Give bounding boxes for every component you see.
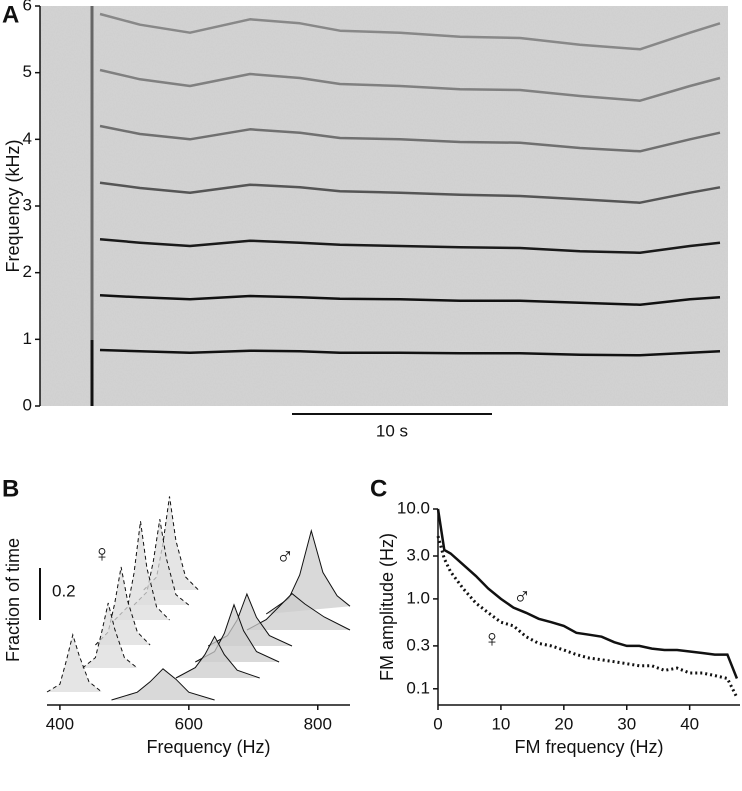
y-tick-label: 3.0 (406, 545, 430, 564)
annotation: ♂ (276, 543, 294, 570)
distribution (46, 632, 103, 693)
harmonic-line (99, 124, 721, 153)
x-tick-label: 30 (617, 714, 636, 733)
distribution (111, 668, 215, 701)
annotation: ♀ (93, 540, 111, 567)
y-axis-label: Fraction of time (3, 538, 23, 662)
harmonic-line (99, 68, 721, 102)
panel-letter: B (2, 475, 19, 502)
harmonic-line (99, 181, 721, 204)
y-tick-label: 0.3 (406, 635, 430, 654)
y-axis-label: Frequency (kHz) (3, 139, 23, 272)
x-tick-label: 400 (46, 714, 74, 733)
distribution (82, 602, 138, 669)
spectrum-line (436, 535, 739, 699)
y-tick-label: 1.0 (406, 588, 430, 607)
x-tick-label: 40 (680, 714, 699, 733)
annotation: ♀ (483, 625, 501, 652)
distribution (95, 566, 151, 646)
harmonic-line (99, 238, 721, 254)
scale-bar-label: 10 s (376, 421, 408, 440)
y-tick-label: 2 (23, 262, 32, 281)
scale-bar-label: 0.2 (52, 581, 76, 600)
x-tick-label: 600 (175, 714, 203, 733)
y-tick-label: 4 (23, 129, 32, 148)
distribution (143, 496, 199, 591)
distribution (175, 635, 260, 679)
panel-letter: C (370, 475, 387, 502)
distribution (133, 519, 190, 606)
y-tick-label: 0 (23, 395, 32, 414)
y-tick-label: 5 (23, 62, 32, 81)
spectrum-line (436, 508, 739, 679)
y-axis-label: FM amplitude (Hz) (377, 533, 397, 681)
y-tick-label: 6 (23, 0, 32, 14)
harmonic-line (99, 348, 721, 357)
y-tick-label: 3 (23, 195, 32, 214)
harmonic-line (99, 12, 721, 51)
x-tick-label: 20 (554, 714, 573, 733)
y-tick-label: 0.1 (406, 678, 430, 697)
x-tick-label: 0 (433, 714, 442, 733)
x-axis-label: FM frequency (Hz) (514, 737, 663, 757)
x-tick-label: 10 (491, 714, 510, 733)
x-tick-label: 800 (304, 714, 332, 733)
distribution (114, 521, 170, 621)
x-axis-label: Frequency (Hz) (146, 737, 270, 757)
distribution (246, 592, 351, 631)
harmonic-line (99, 294, 721, 306)
spectrogram-noise (40, 6, 728, 406)
y-tick-label: 10.0 (397, 498, 430, 517)
annotation: ♂ (513, 583, 531, 610)
y-tick-label: 1 (23, 329, 32, 348)
panel-letter: A (2, 1, 19, 28)
